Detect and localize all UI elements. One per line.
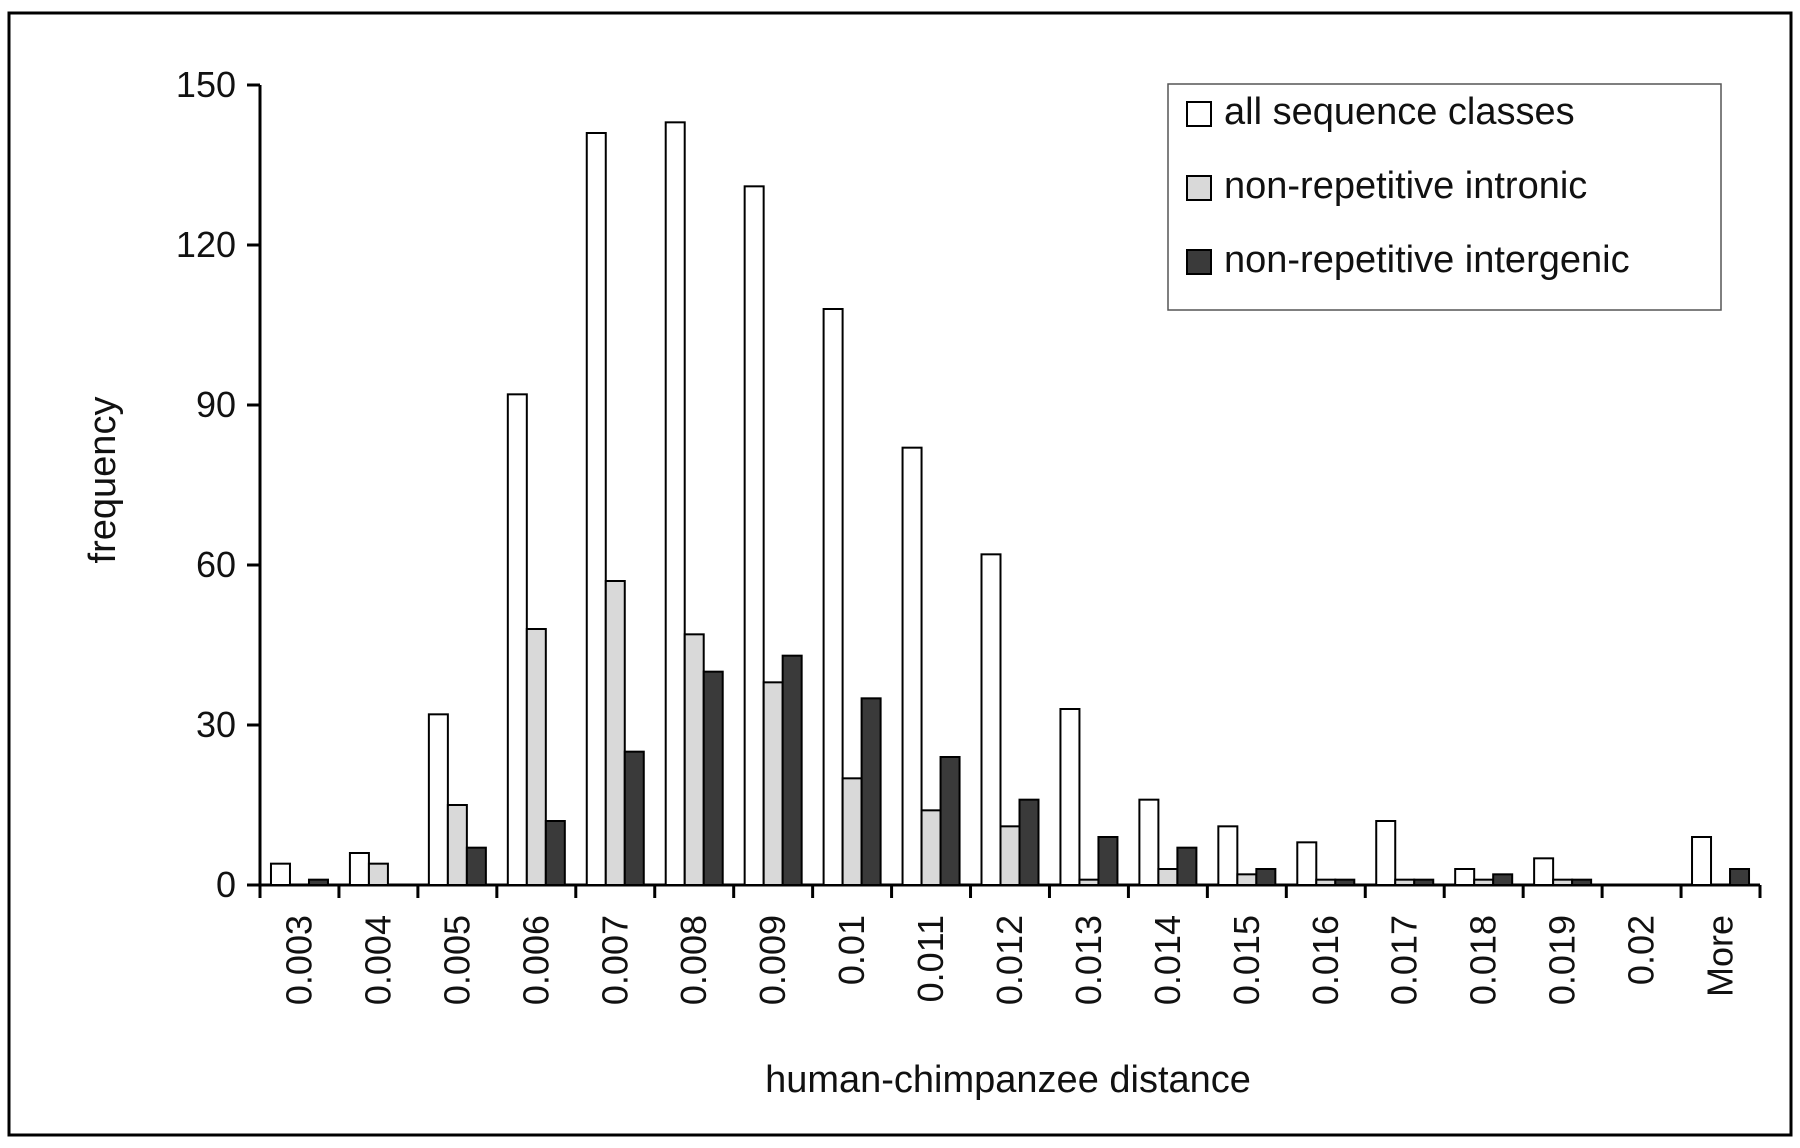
x-tick-label: 0.007 — [594, 915, 635, 1005]
x-tick-label: 0.015 — [1226, 915, 1267, 1005]
bar — [1296, 841, 1318, 886]
x-tick-label: 0.02 — [1621, 915, 1662, 985]
bar — [1176, 846, 1198, 887]
bar — [1059, 708, 1081, 886]
legend-label: non-repetitive intronic — [1224, 165, 1587, 207]
x-tick-label: 0.019 — [1542, 915, 1583, 1005]
bar — [1691, 836, 1713, 886]
x-tick-label: 0.017 — [1384, 915, 1425, 1005]
bar — [604, 580, 626, 886]
y-tick-label: 30 — [196, 704, 236, 745]
y-tick-label: 90 — [196, 384, 236, 425]
bar — [1413, 878, 1435, 887]
x-tick-label: 0.012 — [989, 915, 1030, 1005]
x-tick-label: 0.011 — [910, 915, 951, 1002]
bar — [939, 756, 961, 886]
bar — [1729, 868, 1751, 886]
bar — [1138, 798, 1160, 887]
bar — [1255, 868, 1277, 886]
y-tick-label: 60 — [196, 544, 236, 585]
y-tick-label: 150 — [176, 64, 236, 105]
x-tick-label: 0.016 — [1305, 915, 1346, 1005]
bars — [269, 121, 1751, 887]
x-tick-label: More — [1700, 915, 1741, 997]
bar — [1018, 798, 1040, 887]
x-tick-label: 0.003 — [278, 915, 319, 1005]
x-tick-label: 0.008 — [673, 915, 714, 1005]
legend-swatch — [1186, 175, 1212, 201]
bar — [702, 670, 724, 887]
bar — [822, 308, 844, 886]
bar — [367, 862, 389, 887]
legend-label: all sequence classes — [1224, 91, 1575, 133]
bar — [544, 820, 566, 886]
bar — [1533, 857, 1555, 886]
legend-swatch — [1186, 101, 1212, 127]
legend-box — [1167, 83, 1722, 311]
bar — [781, 654, 803, 887]
y-axis-title: frequency — [82, 397, 124, 564]
x-tick-label: 0.009 — [752, 915, 793, 1005]
bar — [980, 553, 1002, 886]
x-tick-label: 0.006 — [515, 915, 556, 1005]
x-tick-label: 0.01 — [831, 915, 872, 985]
bar — [664, 121, 686, 887]
bar — [1315, 878, 1337, 887]
bar — [683, 633, 705, 886]
x-tick-label: 0.004 — [357, 915, 398, 1005]
bar — [841, 777, 863, 886]
bar — [762, 681, 784, 886]
bar — [743, 185, 765, 887]
bar — [1334, 878, 1356, 887]
y-tick-label: 0 — [216, 864, 236, 905]
x-axis-title: human-chimpanzee distance — [765, 1059, 1251, 1101]
bar — [446, 804, 468, 886]
bar — [1454, 868, 1476, 886]
y-axis: 0 30 60 90 120 150 — [176, 64, 262, 905]
bar — [1217, 825, 1239, 886]
bar — [1473, 878, 1495, 887]
bar — [901, 446, 923, 886]
legend-swatch — [1186, 249, 1212, 275]
bar — [623, 750, 645, 887]
y-tick-label: 120 — [176, 224, 236, 265]
bar — [1097, 836, 1119, 886]
bar — [585, 132, 607, 886]
bar — [1236, 873, 1258, 886]
bar — [920, 809, 942, 886]
bar — [506, 393, 528, 886]
bar — [1078, 878, 1100, 887]
legend: all sequence classes non-repetitive intro… — [1167, 83, 1722, 311]
bar — [465, 846, 487, 887]
bar — [307, 878, 329, 887]
bar — [525, 628, 547, 886]
bar — [860, 697, 882, 886]
legend-label: non-repetitive intergenic — [1224, 239, 1630, 281]
bar — [1394, 878, 1416, 887]
bar — [999, 825, 1021, 886]
bar — [1375, 820, 1397, 886]
x-tick-label: 0.005 — [436, 915, 477, 1005]
x-tick-label: 0.018 — [1463, 915, 1504, 1005]
bar — [1157, 868, 1179, 886]
bar — [269, 862, 291, 887]
bar — [427, 713, 449, 886]
bar — [1571, 878, 1593, 887]
x-tick-label: 0.014 — [1147, 915, 1188, 1005]
bar — [1552, 878, 1574, 887]
bar — [348, 852, 370, 886]
x-tick-label: 0.013 — [1068, 915, 1109, 1005]
bar — [1492, 873, 1514, 886]
